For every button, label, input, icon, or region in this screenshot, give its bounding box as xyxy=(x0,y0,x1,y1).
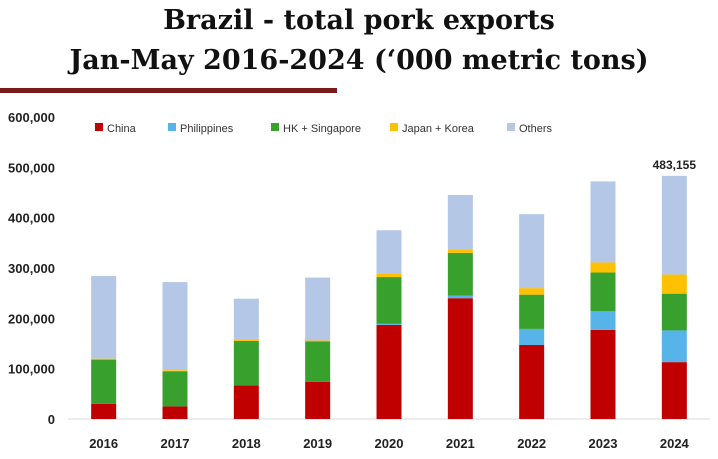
legend-label: Others xyxy=(519,123,553,135)
title-underline xyxy=(0,88,337,93)
bar-segment xyxy=(162,371,188,407)
chart-title-line-1: Brazil - total pork exports xyxy=(163,5,555,36)
bar-segment xyxy=(91,359,117,404)
y-tick-label: 500,000 xyxy=(8,160,55,175)
bar-segment xyxy=(661,362,687,419)
legend-swatch xyxy=(168,123,176,131)
bar-segment xyxy=(590,181,616,263)
bar-segment xyxy=(233,340,259,386)
bar-segment xyxy=(233,385,259,419)
bar-segment xyxy=(519,214,545,289)
x-tick-label: 2023 xyxy=(589,436,618,451)
bar-segment xyxy=(590,311,616,330)
bar-segment xyxy=(305,277,331,341)
legend-swatch xyxy=(95,123,103,131)
bar-segment xyxy=(661,330,687,363)
y-tick-label: 300,000 xyxy=(8,261,55,276)
bar-segment xyxy=(162,406,188,419)
bar-segment xyxy=(661,175,687,275)
bar-segment xyxy=(376,273,402,278)
bar-segment xyxy=(376,324,402,419)
bar-segment xyxy=(233,298,259,340)
total-annotation: 483,155 xyxy=(653,158,697,172)
legend-label: Philippines xyxy=(180,123,234,135)
stacked-bar-chart: 0 100,000 200,000 300,000 400,000 500,000 600,… xyxy=(8,110,710,451)
legend-swatch xyxy=(271,123,279,131)
bar-segment xyxy=(376,230,402,274)
chart-title-line-2: Jan-May 2016-2024 (‘000 metric tons) xyxy=(69,45,649,76)
bar-segment xyxy=(162,282,188,371)
bar-segment xyxy=(376,277,402,324)
bar-segment xyxy=(661,274,687,294)
bar-segment xyxy=(447,298,473,419)
bar-segment xyxy=(590,262,616,273)
y-tick-label: 600,000 xyxy=(8,110,55,125)
x-tick-label: 2019 xyxy=(303,436,332,451)
bar-segment xyxy=(91,403,117,419)
chart-area: 0 100,000 200,000 300,000 400,000 500,000 600,… xyxy=(0,100,718,454)
legend-label: HK + Singapore xyxy=(283,123,361,135)
bar-segment xyxy=(91,276,117,359)
y-tick-label: 0 xyxy=(48,412,55,427)
bar-segment xyxy=(305,341,331,382)
bar-segment xyxy=(590,272,616,312)
bar-segment xyxy=(447,295,473,299)
legend-swatch xyxy=(390,123,398,131)
bar-segment xyxy=(519,294,545,329)
bar-segment xyxy=(661,293,687,331)
bar-segment xyxy=(305,340,331,342)
bar-segment xyxy=(447,252,473,296)
x-tick-label: 2016 xyxy=(89,436,118,451)
bar-segment xyxy=(519,288,545,295)
bar-segment xyxy=(305,381,331,419)
bar-segment xyxy=(233,339,259,341)
y-tick-label: 200,000 xyxy=(8,311,55,326)
bar-segment xyxy=(162,370,188,372)
bar-segment xyxy=(590,329,616,419)
x-tick-label: 2020 xyxy=(375,436,404,451)
y-tick-label: 100,000 xyxy=(8,362,55,377)
y-tick-label: 400,000 xyxy=(8,211,55,226)
bar-segment xyxy=(91,358,117,360)
legend-label: Japan + Korea xyxy=(402,123,475,135)
x-tick-label: 2018 xyxy=(232,436,261,451)
x-tick-label: 2022 xyxy=(517,436,546,451)
x-tick-label: 2017 xyxy=(161,436,190,451)
legend-label: China xyxy=(107,123,137,135)
bar-segment xyxy=(376,323,402,325)
bar-segment xyxy=(447,195,473,250)
x-tick-label: 2021 xyxy=(446,436,475,451)
legend-swatch xyxy=(507,123,515,131)
bar-segment xyxy=(447,249,473,253)
bar-segment xyxy=(519,345,545,419)
bar-segment xyxy=(519,328,545,346)
x-tick-label: 2024 xyxy=(660,436,690,451)
